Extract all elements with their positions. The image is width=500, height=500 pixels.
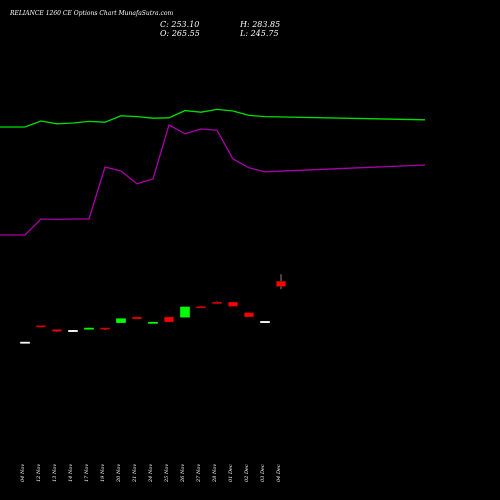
candle-10	[164, 316, 174, 323]
candle-13	[212, 301, 222, 304]
open-readout: O: 265.55	[160, 29, 200, 38]
x-tick-label: 19 Nov	[100, 464, 106, 482]
x-tick-label: 27 Nov	[196, 464, 202, 483]
candle-body	[116, 318, 126, 323]
x-tick-label: 03 Dec	[260, 464, 266, 482]
candle-16	[260, 321, 270, 323]
high-value: 283.85	[252, 20, 281, 29]
indicator-lines	[0, 108, 426, 236]
candle-6	[100, 327, 110, 331]
candle-body	[164, 316, 174, 323]
x-tick-label: 28 Nov	[212, 464, 218, 483]
candle-body	[196, 306, 206, 309]
candle-body	[148, 321, 158, 324]
open-label: O:	[160, 29, 170, 38]
x-tick-label: 24 Nov	[148, 464, 154, 483]
candle-7	[116, 318, 126, 323]
close-value: 253.10	[171, 20, 200, 29]
x-tick-label: 02 Dec	[244, 464, 250, 482]
candle-body	[20, 341, 30, 344]
close-readout: C: 253.10	[160, 20, 199, 29]
candle-body	[84, 327, 94, 330]
candle-15	[244, 312, 254, 318]
lower-indicator-line	[0, 124, 426, 236]
x-tick-label: 14 Nov	[68, 464, 74, 482]
candle-8	[132, 316, 142, 320]
candle-body	[52, 329, 62, 332]
high-label: H:	[240, 20, 250, 29]
upper-indicator-line	[0, 108, 426, 128]
candle-11	[180, 306, 190, 318]
candle-1	[20, 341, 30, 344]
x-tick-label: 21 Nov	[132, 464, 138, 483]
candle-17	[276, 274, 286, 290]
open-value: 265.55	[171, 29, 200, 38]
candle-body	[100, 327, 110, 330]
candle-3	[52, 329, 62, 332]
x-tick-label: 13 Nov	[52, 464, 58, 482]
candle-body	[132, 316, 142, 320]
candle-body	[276, 281, 286, 287]
x-tick-label: 01 Dec	[228, 464, 234, 482]
x-tick-label: 17 Nov	[84, 464, 90, 482]
x-tick-label: 20 Nov	[116, 464, 122, 483]
low-label: L:	[240, 29, 249, 38]
candle-body	[244, 312, 254, 318]
candle-body	[180, 306, 190, 318]
candle-body	[68, 330, 78, 332]
candle-body	[228, 302, 238, 307]
candle-14	[228, 302, 238, 307]
close-label: C:	[160, 20, 169, 29]
candle-9	[148, 321, 158, 324]
x-tick-label: 12 Nov	[36, 464, 42, 482]
candle-body	[36, 325, 46, 328]
candle-4	[68, 330, 78, 332]
candle-body	[260, 321, 270, 323]
low-value: 245.75	[250, 29, 279, 38]
x-tick-label: 04 Dec	[276, 464, 282, 482]
candles	[20, 274, 286, 344]
candle-body	[212, 302, 222, 304]
x-axis-ticks: 04 Nov 12 Nov 13 Nov 14 Nov 17 Nov 19 Nov 20 N…	[20, 464, 282, 483]
candle-5	[84, 327, 94, 330]
x-tick-label: 04 Nov	[20, 464, 26, 482]
candle-2	[36, 325, 46, 328]
x-tick-label: 26 Nov	[180, 464, 186, 483]
high-readout: H: 283.85	[240, 20, 280, 29]
x-tick-label: 25 Nov	[164, 464, 170, 483]
low-readout: L: 245.75	[240, 29, 279, 38]
candle-12	[196, 305, 206, 309]
chart-title: RELIANCE 1260 CE Options Chart MunafaSut…	[10, 10, 174, 17]
